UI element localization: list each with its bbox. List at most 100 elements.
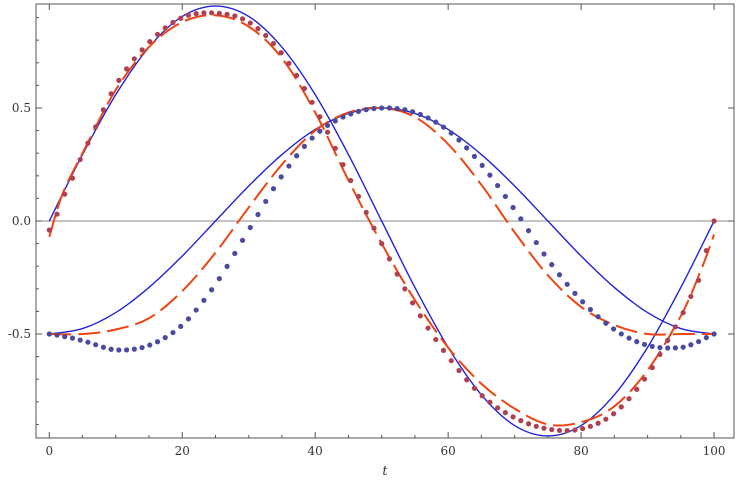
data-point: [495, 405, 501, 411]
data-point: [54, 211, 60, 217]
data-point: [216, 276, 222, 282]
data-point: [239, 237, 246, 243]
data-point: [425, 115, 431, 121]
data-point: [154, 339, 161, 345]
data-point: [696, 277, 702, 283]
data-point: [394, 105, 400, 112]
data-point: [410, 300, 416, 306]
y-axis-ticks: -0.5 0.0 0.5: [8, 17, 734, 425]
data-point: [518, 418, 524, 424]
data-point: [77, 156, 83, 163]
data-point: [386, 105, 393, 111]
data-point: [417, 111, 423, 118]
data-point: [580, 299, 586, 305]
data-point: [263, 198, 269, 205]
data-point: [216, 10, 222, 16]
data-point: [270, 186, 277, 192]
data-point: [510, 204, 516, 211]
data-point: [54, 332, 60, 338]
data-point: [379, 105, 385, 111]
data-point: [278, 50, 284, 56]
data-point: [301, 85, 307, 92]
data-point: [587, 306, 593, 313]
data-point: [580, 425, 586, 432]
data-point: [425, 325, 431, 331]
data-point: [317, 114, 323, 120]
data-point: [286, 163, 292, 169]
data-point: [410, 109, 416, 115]
data-point: [688, 293, 694, 300]
data-point: [533, 239, 539, 246]
data-point: [62, 334, 68, 340]
data-point: [657, 344, 663, 351]
data-point: [641, 376, 648, 382]
data-point: [232, 250, 238, 257]
data-point: [533, 423, 539, 429]
data-point: [85, 339, 91, 345]
data-point: [317, 128, 323, 134]
data-point: [541, 425, 547, 431]
data-point: [309, 135, 315, 141]
data-point: [301, 143, 307, 149]
data-point: [239, 16, 246, 22]
data-point: [525, 228, 532, 234]
data-point: [595, 420, 601, 426]
data-point: [294, 72, 300, 79]
data-point: [116, 77, 122, 83]
data-point: [440, 124, 447, 130]
data-point: [224, 263, 230, 269]
data-point: [340, 114, 346, 120]
data-point: [464, 145, 470, 151]
data-point: [62, 191, 68, 197]
data-point: [556, 272, 563, 278]
data-point: [680, 344, 686, 350]
data-point: [85, 140, 91, 146]
data-point: [471, 385, 478, 391]
data-point: [688, 342, 694, 348]
data-point: [495, 182, 501, 189]
data-point: [77, 337, 83, 343]
data-point: [556, 427, 563, 434]
data-point: [147, 39, 153, 45]
data-point: [355, 193, 362, 200]
data-point: [46, 331, 52, 337]
data-point: [324, 122, 331, 129]
data-point: [355, 108, 362, 114]
series-solid-line-0: [48, 5, 715, 437]
data-point: [711, 331, 717, 337]
data-point: [348, 111, 354, 117]
data-point: [634, 339, 640, 345]
data-point: [185, 316, 192, 322]
x-axis-label: t: [382, 464, 388, 479]
data-point: [711, 218, 717, 224]
data-point: [379, 241, 385, 247]
data-point: [185, 12, 192, 18]
data-point: [139, 344, 145, 351]
data-point: [255, 211, 261, 218]
data-point: [479, 393, 485, 399]
data-point: [332, 118, 338, 124]
data-point: [471, 153, 478, 159]
data-point: [433, 119, 439, 125]
data-point: [417, 313, 423, 319]
data-point: [696, 338, 702, 345]
data-point: [154, 31, 161, 37]
data-point: [618, 331, 624, 337]
data-point: [479, 162, 485, 169]
data-point: [209, 10, 215, 16]
data-point: [610, 411, 617, 417]
data-point: [247, 20, 253, 26]
data-point: [178, 15, 184, 21]
data-point: [371, 225, 377, 231]
data-point: [618, 404, 624, 410]
data-point: [69, 335, 76, 341]
x-tick-label: 60: [441, 444, 456, 458]
data-point: [626, 396, 632, 402]
data-point: [665, 345, 671, 351]
data-point: [255, 26, 261, 32]
series-dots-4: [46, 10, 717, 434]
data-point: [672, 324, 679, 330]
data-point: [680, 310, 686, 316]
data-point: [649, 343, 655, 350]
data-point: [270, 40, 277, 47]
